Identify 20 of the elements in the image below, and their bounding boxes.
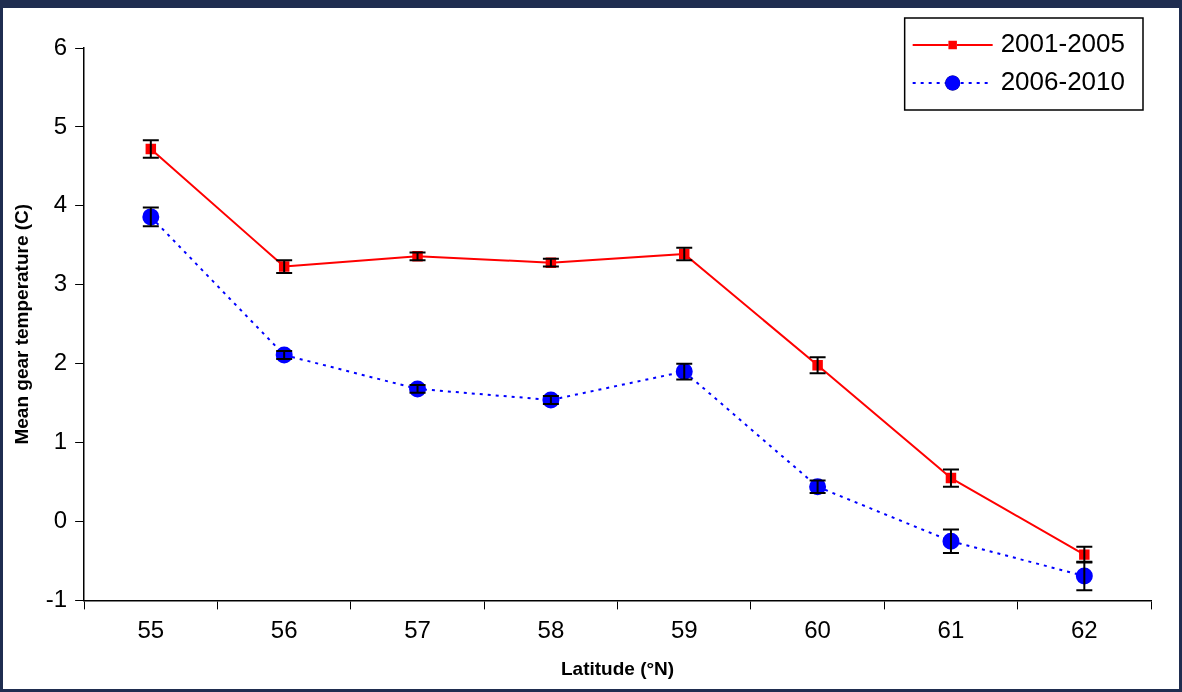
y-tick-label: 1 [53,427,68,455]
x-axis-title: Latitude (°N) [561,657,675,679]
x-tick-label: 60 [804,616,831,644]
y-axis-title: Mean gear temperature (C) [10,203,32,445]
legend-label: 2001-2005 [1000,28,1126,59]
y-tick-label: 2 [53,348,68,376]
legend-label: 2006-2010 [1000,66,1126,97]
x-tick-label: 56 [270,616,298,644]
x-tick-label: 59 [670,616,698,644]
x-tick-label: 58 [537,616,565,644]
x-tick-label: 55 [137,616,165,644]
x-tick-label: 61 [937,616,965,644]
y-tick-label: 0 [53,506,68,534]
y-tick-label: 5 [53,111,68,139]
x-tick-label: 57 [404,616,431,644]
y-tick-label: 4 [53,190,68,218]
y-tick-label: 6 [53,32,68,60]
y-tick-label: 3 [53,269,68,297]
x-tick-label: 62 [1070,616,1098,644]
y-tick-label: -1 [45,585,68,613]
